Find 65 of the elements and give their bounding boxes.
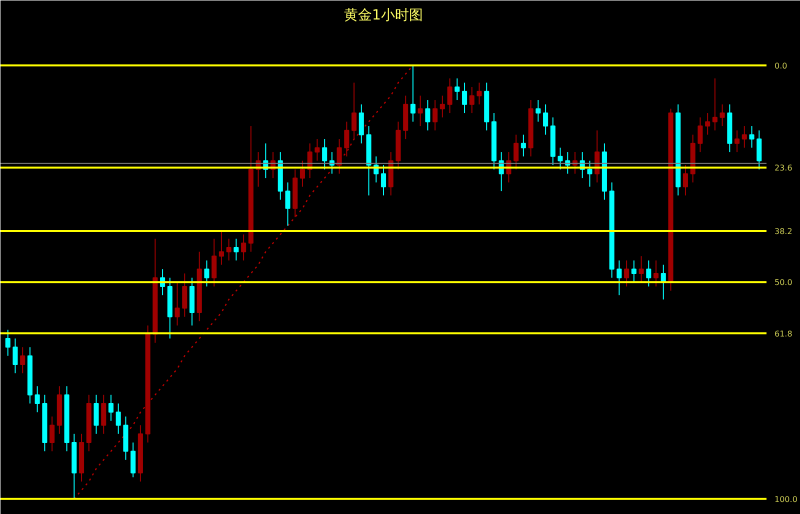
candlestick [212,238,217,287]
candlestick [130,442,136,478]
candlestick [742,126,747,148]
y-tick-label: 50.0 [774,278,792,288]
candlestick [631,260,636,283]
y-tick-label: 61.8 [774,329,792,338]
candlestick [300,160,306,188]
candlestick [734,130,740,153]
candlestick [226,238,232,261]
candlestick [182,272,188,318]
candlestick [322,138,328,170]
candlestick [174,282,180,326]
candlestick [358,104,364,144]
y-tick-label: 23.6 [774,164,792,173]
candlestick [116,403,121,434]
candlestick [218,230,224,266]
candlestick [646,260,652,287]
candlestick [682,164,688,196]
candlestick [514,134,519,170]
candlestick [749,126,754,148]
candlestick [756,130,762,170]
candlestick [638,256,644,283]
candlestick [616,260,622,296]
candlestick [380,164,386,196]
candlestick [536,100,541,122]
candlestick [5,329,10,356]
candlestick [476,82,482,105]
candlestick [698,116,703,153]
candlestick [462,82,468,114]
candlestick [12,338,18,374]
candlestick [653,260,659,287]
candlestick [204,260,210,287]
candlestick [352,82,357,140]
candlestick [314,138,320,162]
candlestick [712,78,718,131]
candlestick [94,394,99,434]
candlestick [520,134,526,157]
candlestick [720,104,725,127]
candlestick [624,260,630,287]
y-tick-label: 100.0 [774,494,798,504]
candlestick [50,416,55,452]
y-tick-label: 0.0 [774,61,788,70]
candlestick [587,160,592,188]
candlestick [425,100,430,131]
candlestick [20,346,26,374]
candlestick [241,234,246,261]
candlestick [469,86,474,114]
candlestick [34,386,40,413]
candlestick [285,182,290,226]
candlestick [447,78,452,114]
candlestick [336,138,342,174]
candlestick [432,100,438,131]
candlestick [454,78,460,101]
candlestick [344,121,350,157]
candlestick [705,112,710,136]
candlestick [101,394,106,434]
candlestick [440,95,445,118]
candlestick [418,95,423,127]
candlestick [410,64,416,122]
chart-title: 黄金1小时图 [344,8,423,24]
candlestick [234,238,239,261]
candlestick [108,394,114,422]
candlestick [558,147,563,170]
y-tick-label: 38.2 [774,226,792,236]
candlestick [543,104,548,136]
